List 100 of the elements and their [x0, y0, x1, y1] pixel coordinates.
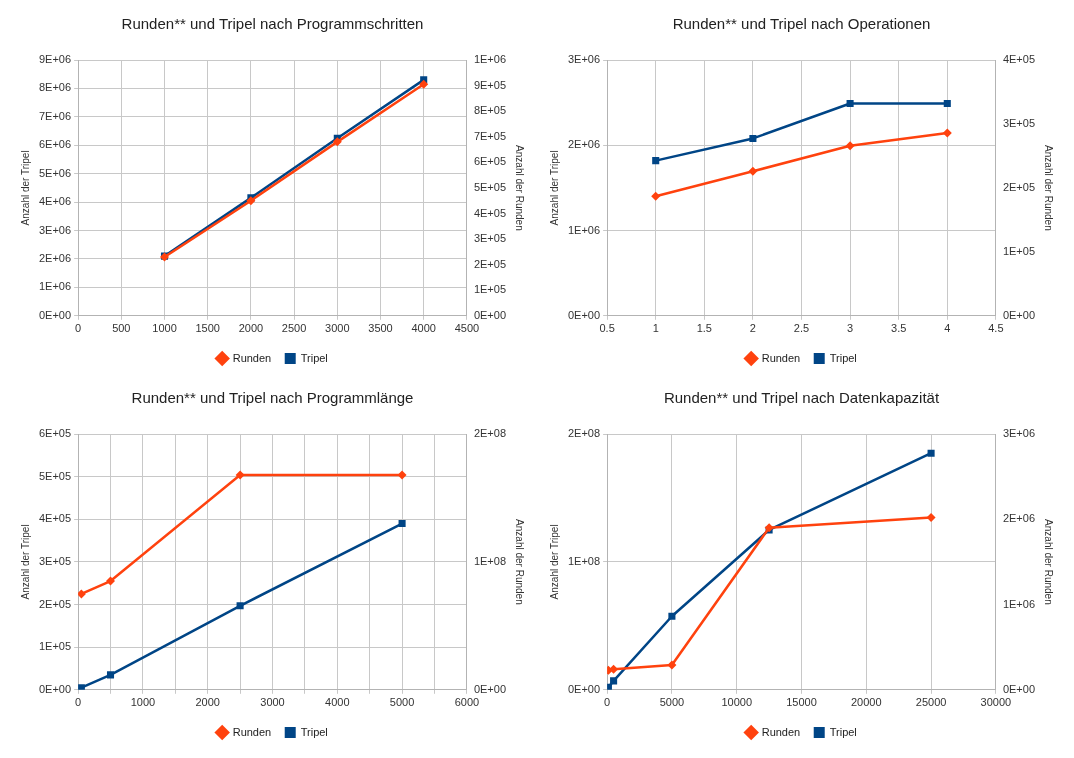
- y2-tick-label: 3E+05: [1002, 116, 1036, 129]
- y2-tick-label: 4E+05: [1002, 53, 1036, 66]
- x-tick-label: 2.5: [793, 322, 810, 335]
- y-tick-label: 1E+06: [567, 223, 601, 236]
- point: [78, 589, 86, 599]
- x-tick-label: 0: [75, 322, 82, 335]
- y-tick-label: 0E+00: [567, 308, 601, 321]
- y-tick-label: 0E+00: [38, 308, 72, 321]
- x-tick-label: 1.5: [696, 322, 712, 335]
- y-tick-label: 5E+05: [38, 469, 72, 482]
- legend-label: Runden: [232, 351, 272, 364]
- point: [845, 141, 855, 151]
- y2-axis-title: Anzahl der Runden: [1043, 145, 1055, 231]
- y-tick-label: 2E+06: [567, 138, 601, 151]
- y-axis-title: Anzahl der Tripel: [548, 524, 560, 600]
- x-tick-label: 2000: [238, 322, 264, 335]
- x-tick-label: 0.5: [599, 322, 615, 335]
- point: [651, 191, 661, 201]
- point: [398, 519, 406, 528]
- x-tick-label: 3000: [325, 322, 350, 335]
- x-tick-label: 3500: [368, 322, 393, 335]
- point: [926, 513, 936, 523]
- y2-tick-label: 0E+00: [1002, 682, 1036, 695]
- point: [235, 470, 245, 480]
- point: [748, 166, 758, 176]
- y2-tick-label: 4E+05: [473, 206, 507, 219]
- legend-label: Runden: [761, 725, 801, 738]
- point: [236, 602, 244, 610]
- x-tick-label: 15000: [786, 696, 817, 709]
- x-tick-label: 4500: [454, 322, 480, 335]
- y2-tick-label: 3E+06: [1002, 427, 1036, 440]
- point: [419, 79, 429, 89]
- y2-tick-label: 2E+06: [1002, 512, 1036, 525]
- x-tick-label: 3: [847, 322, 854, 335]
- y-tick-label: 5E+06: [38, 166, 72, 179]
- x-tick-label: 1: [652, 322, 659, 335]
- point: [397, 470, 407, 480]
- x-tick-label: 1500: [195, 322, 220, 335]
- y-tick-label: 6E+06: [38, 138, 72, 151]
- x-tick-label: 4: [944, 322, 951, 335]
- y-axis-title: Anzahl der Tripel: [19, 150, 31, 226]
- y-tick-label: 1E+06: [38, 280, 72, 293]
- point: [332, 137, 342, 147]
- y2-tick-label: 7E+05: [473, 129, 507, 142]
- point: [246, 196, 256, 206]
- legend-label: Tripel: [300, 725, 328, 738]
- y-tick-label: 4E+06: [38, 195, 72, 208]
- y-tick-label: 0E+00: [38, 682, 72, 695]
- chart-title: Runden** und Tripel nach Programmschritten: [121, 15, 424, 33]
- x-tick-label: 4.5: [988, 322, 1004, 335]
- y2-tick-label: 6E+05: [473, 155, 507, 168]
- legend-label: Tripel: [829, 725, 857, 738]
- point: [106, 576, 116, 586]
- x-tick-label: 0: [604, 696, 611, 709]
- point: [846, 99, 854, 108]
- point: [927, 449, 935, 457]
- y2-tick-label: 1E+05: [1002, 244, 1036, 257]
- y-tick-label: 4E+05: [38, 512, 72, 525]
- legend-label: Tripel: [300, 351, 328, 364]
- y-tick-label: 7E+06: [38, 109, 72, 122]
- x-tick-label: 6000: [454, 696, 480, 709]
- y2-tick-label: 1E+05: [473, 283, 507, 296]
- y2-axis-title: Anzahl der Runden: [514, 519, 526, 605]
- y2-tick-label: 5E+05: [473, 180, 507, 193]
- y-tick-label: 1E+05: [38, 640, 72, 653]
- y-tick-label: 9E+06: [38, 53, 72, 66]
- y2-tick-label: 1E+06: [473, 53, 507, 66]
- x-tick-label: 5000: [389, 696, 415, 709]
- y2-tick-label: 0E+00: [1002, 308, 1036, 321]
- x-tick-label: 2: [749, 322, 756, 335]
- y2-tick-label: 1E+06: [1002, 597, 1036, 610]
- y-tick-label: 6E+05: [38, 427, 72, 440]
- y-tick-label: 1E+08: [567, 554, 601, 567]
- y2-tick-label: 2E+08: [473, 427, 507, 440]
- x-tick-label: 500: [112, 322, 131, 335]
- y-axis-title: Anzahl der Tripel: [548, 150, 560, 226]
- y-axis-title: Anzahl der Tripel: [19, 524, 31, 600]
- y-tick-label: 3E+05: [38, 554, 72, 567]
- y-tick-label: 3E+06: [567, 53, 601, 66]
- point: [106, 671, 115, 679]
- chart-title: Runden** und Tripel nach Programmlänge: [131, 389, 414, 407]
- x-tick-label: 2500: [281, 322, 307, 335]
- y2-tick-label: 0E+00: [473, 682, 507, 695]
- y2-axis-title: Anzahl der Runden: [1043, 519, 1055, 605]
- y2-tick-label: 1E+08: [473, 554, 507, 567]
- y2-tick-label: 2E+05: [1002, 180, 1036, 193]
- x-tick-label: 3000: [260, 696, 285, 709]
- x-tick-label: 25000: [915, 696, 947, 709]
- y2-tick-label: 8E+05: [473, 104, 507, 117]
- x-tick-label: 1000: [130, 696, 156, 709]
- y2-tick-label: 9E+05: [473, 78, 507, 91]
- y-tick-label: 8E+06: [38, 81, 72, 94]
- chart-title: Runden** und Tripel nach Datenkapazität: [663, 389, 940, 407]
- y-tick-label: 2E+06: [38, 251, 72, 264]
- x-tick-label: 30000: [980, 696, 1012, 709]
- x-tick-label: 20000: [851, 696, 882, 709]
- y-tick-label: 3E+06: [38, 223, 72, 236]
- point: [610, 677, 618, 685]
- legend-label: Runden: [232, 725, 272, 738]
- point: [609, 664, 619, 674]
